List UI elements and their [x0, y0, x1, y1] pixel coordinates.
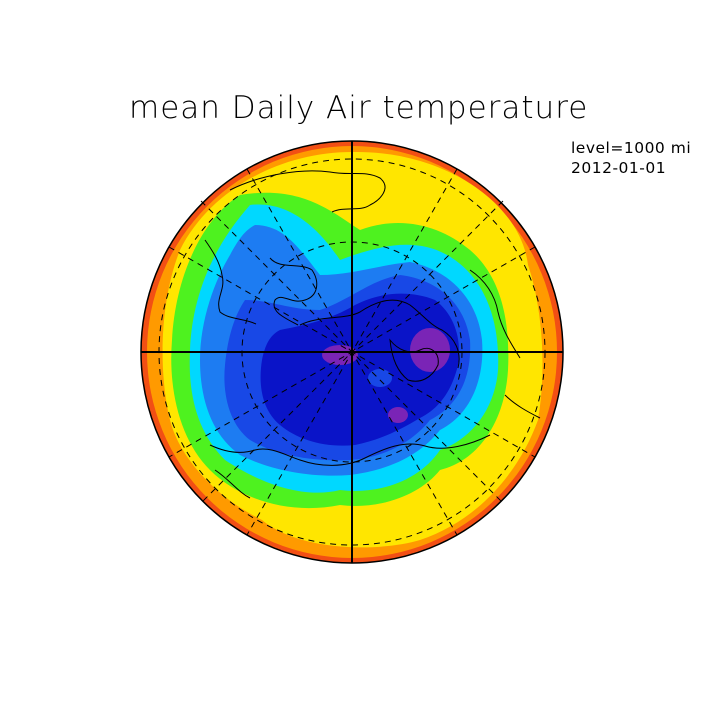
- band-purple-3: [388, 407, 408, 423]
- band-purple-1: [410, 328, 450, 372]
- level-label: level=1000 mi: [571, 139, 692, 157]
- band-blue-pocket: [368, 369, 392, 387]
- graticule: [140, 140, 564, 564]
- band-blue-dark: [260, 293, 460, 446]
- band-purple-2: [322, 345, 358, 365]
- map-boundary: [140, 140, 564, 564]
- map-annotation: level=1000 mi 2012-01-01: [571, 138, 691, 178]
- map-title: mean Daily Air temperature: [129, 90, 589, 126]
- date-label: 2012-01-01: [571, 159, 667, 177]
